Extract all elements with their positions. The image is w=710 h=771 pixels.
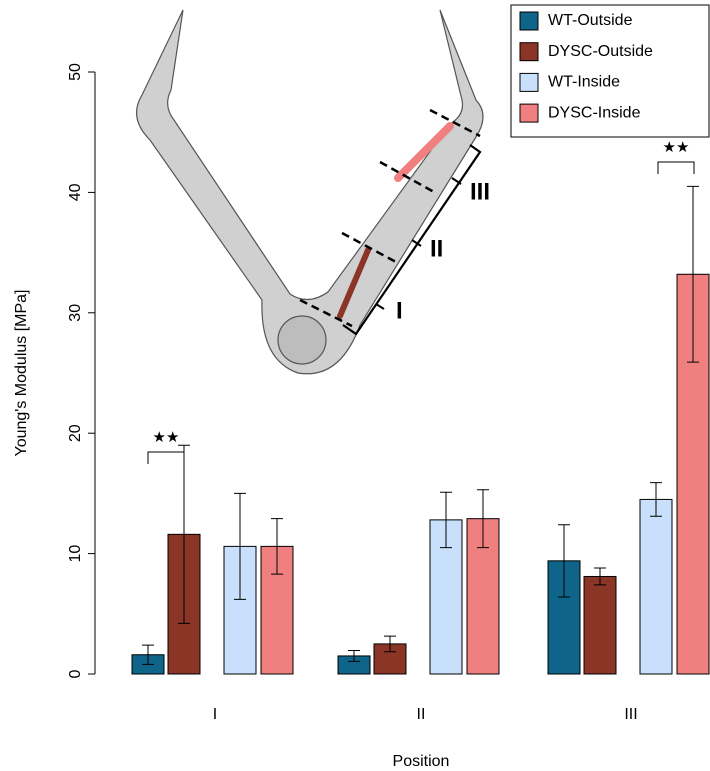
error-bar bbox=[348, 650, 360, 662]
anatomy-diagram: I II III bbox=[135, 9, 490, 375]
bone-outline bbox=[135, 9, 484, 375]
y-tick-label: 40 bbox=[67, 183, 84, 201]
legend-swatch bbox=[519, 103, 539, 123]
legend-swatch bbox=[519, 72, 539, 92]
error-bar bbox=[142, 644, 154, 665]
significance-bracket bbox=[657, 161, 695, 174]
y-tick-label: 50 bbox=[67, 63, 84, 81]
annotation: ★★ bbox=[153, 429, 180, 446]
legend-swatch bbox=[519, 42, 539, 62]
error-bar bbox=[650, 482, 662, 517]
section-label: II bbox=[430, 235, 443, 262]
error-bar bbox=[271, 518, 283, 575]
bracket-ticks bbox=[375, 177, 462, 310]
legend-box bbox=[510, 4, 710, 138]
x-tick-label: II bbox=[417, 706, 426, 723]
significance-bracket bbox=[147, 451, 185, 464]
y-tick-label: 20 bbox=[67, 424, 84, 442]
joint bbox=[277, 315, 327, 365]
error-bar bbox=[558, 524, 570, 598]
legend-label: DYSC-Outside bbox=[548, 43, 653, 60]
section-label: I bbox=[396, 297, 403, 324]
annotation: ★★ bbox=[663, 139, 690, 156]
error-bar bbox=[594, 567, 606, 586]
error-bar bbox=[384, 635, 396, 653]
x-tick-label: III bbox=[624, 706, 637, 723]
bar bbox=[583, 575, 617, 675]
y-tick-label: 30 bbox=[67, 304, 84, 322]
x-axis-label: Position bbox=[393, 753, 450, 770]
error-bar bbox=[234, 492, 246, 600]
bar bbox=[639, 498, 673, 675]
y-tick-label: 10 bbox=[67, 545, 84, 563]
error-bar bbox=[178, 444, 190, 624]
error-bar bbox=[687, 185, 699, 363]
inside-strip bbox=[394, 122, 454, 182]
x-tick-label: I bbox=[213, 706, 217, 723]
error-bar bbox=[440, 491, 452, 549]
section-lines bbox=[299, 108, 481, 328]
legend-label: WT-Outside bbox=[548, 12, 633, 29]
outside-strip bbox=[337, 247, 371, 319]
bar bbox=[223, 545, 257, 675]
y-tick-label: 0 bbox=[67, 669, 84, 678]
legend-label: DYSC-Inside bbox=[548, 104, 641, 121]
section-label: III bbox=[470, 178, 490, 205]
legend-swatch bbox=[519, 11, 539, 31]
legend-label: WT-Inside bbox=[548, 74, 620, 91]
error-bar bbox=[477, 489, 489, 549]
y-axis-label: Young's Modulus [MPa] bbox=[13, 289, 30, 456]
